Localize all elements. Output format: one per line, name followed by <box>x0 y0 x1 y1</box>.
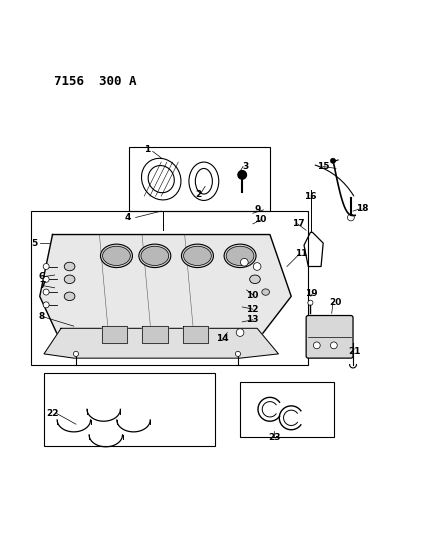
Ellipse shape <box>100 244 133 268</box>
Bar <box>31 211 308 365</box>
Text: 1: 1 <box>144 145 151 154</box>
Text: 10: 10 <box>247 291 259 300</box>
Text: 7156  300 A: 7156 300 A <box>54 75 136 88</box>
Circle shape <box>330 342 337 349</box>
Text: 22: 22 <box>46 409 59 418</box>
Text: 5: 5 <box>31 239 37 247</box>
Text: 18: 18 <box>356 205 369 213</box>
Circle shape <box>43 302 49 308</box>
Ellipse shape <box>64 275 75 284</box>
Circle shape <box>236 329 244 336</box>
Ellipse shape <box>139 244 171 268</box>
Text: 23: 23 <box>268 433 280 442</box>
Text: 17: 17 <box>293 220 305 228</box>
Bar <box>240 382 334 437</box>
Text: 2: 2 <box>195 190 202 199</box>
Circle shape <box>236 351 241 357</box>
Polygon shape <box>44 328 278 358</box>
Circle shape <box>43 276 49 282</box>
Text: 3: 3 <box>242 162 248 171</box>
Circle shape <box>347 214 354 221</box>
Text: 14: 14 <box>216 335 228 343</box>
Text: 6: 6 <box>39 272 45 281</box>
Polygon shape <box>142 326 168 343</box>
Circle shape <box>308 300 313 305</box>
Ellipse shape <box>224 244 256 268</box>
Ellipse shape <box>141 246 169 265</box>
Ellipse shape <box>226 246 254 265</box>
Text: 10: 10 <box>254 215 266 224</box>
Text: 20: 20 <box>329 298 342 307</box>
Circle shape <box>238 171 247 179</box>
Circle shape <box>241 259 248 266</box>
Polygon shape <box>182 326 208 343</box>
Text: 13: 13 <box>247 316 259 324</box>
Ellipse shape <box>64 292 75 301</box>
Text: 11: 11 <box>296 249 308 258</box>
Text: 15: 15 <box>317 162 329 171</box>
Polygon shape <box>40 235 291 352</box>
Circle shape <box>43 289 49 295</box>
Ellipse shape <box>181 244 214 268</box>
Ellipse shape <box>262 289 269 295</box>
Circle shape <box>313 342 320 349</box>
Bar <box>44 373 214 446</box>
Text: 4: 4 <box>125 213 131 222</box>
Ellipse shape <box>64 262 75 271</box>
Ellipse shape <box>103 246 130 265</box>
Circle shape <box>253 263 261 270</box>
Text: 19: 19 <box>305 289 318 298</box>
Text: 21: 21 <box>348 347 361 356</box>
Circle shape <box>43 263 49 270</box>
Ellipse shape <box>184 246 211 265</box>
Text: 8: 8 <box>39 312 45 321</box>
Text: 16: 16 <box>304 192 317 200</box>
Ellipse shape <box>250 275 260 284</box>
Text: 7: 7 <box>39 281 45 290</box>
Text: 9: 9 <box>255 205 261 214</box>
Bar <box>129 147 270 211</box>
Circle shape <box>330 158 335 163</box>
Circle shape <box>73 351 79 357</box>
FancyBboxPatch shape <box>306 316 353 358</box>
Text: 12: 12 <box>247 305 259 313</box>
Polygon shape <box>102 326 127 343</box>
